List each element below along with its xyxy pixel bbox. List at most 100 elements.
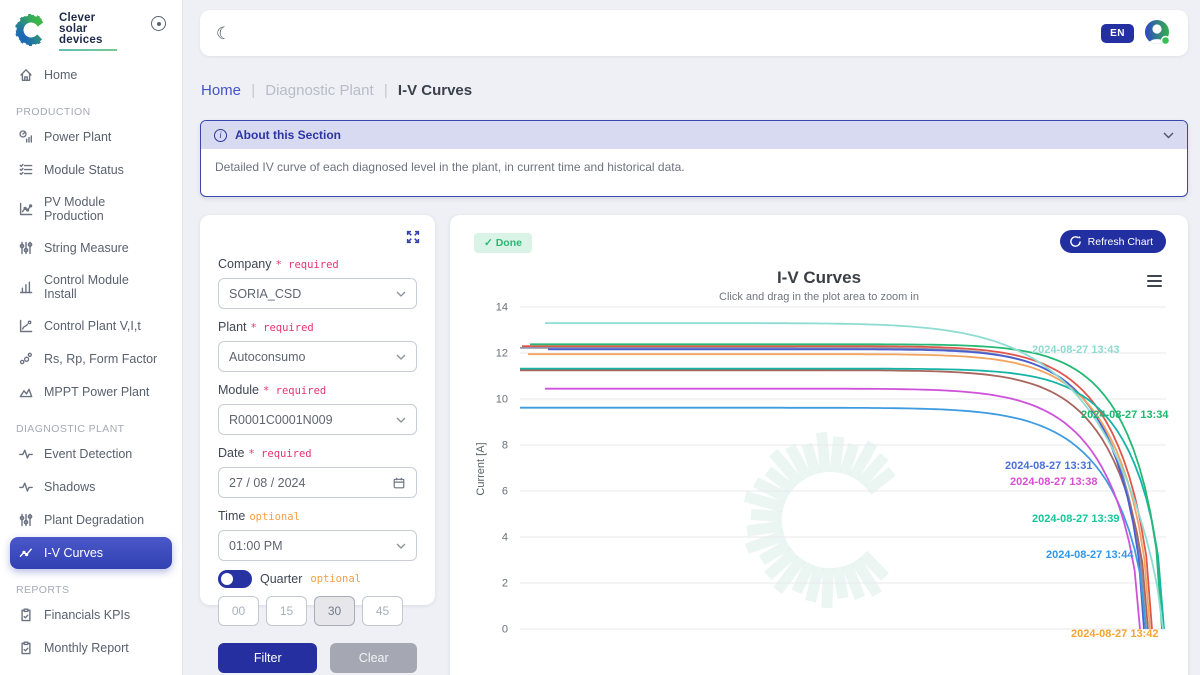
brand-logo: Clever solar devices (0, 0, 182, 53)
status-badge: ✓ Done (474, 233, 532, 253)
filter-button[interactable]: Filter (218, 643, 318, 673)
refresh-icon (1069, 235, 1081, 247)
sidebar-item-event-detection[interactable]: Event Detection (10, 438, 172, 470)
sidebar: Clever solar devices Home PRODUCTION Power… (0, 0, 183, 675)
series-line (545, 322, 1164, 630)
sidebar-collapse-icon[interactable] (151, 16, 166, 31)
bar-chart-icon (19, 281, 33, 294)
sidebar-item-power-plant[interactable]: Power Plant (10, 121, 172, 153)
series-line (520, 406, 1147, 630)
sidebar-item-string-measure[interactable]: String Measure (10, 232, 172, 264)
series-line (520, 367, 1165, 630)
chart-menu-icon[interactable] (1147, 275, 1162, 290)
y-tick-label: 2 (502, 578, 508, 590)
chevron-down-icon (396, 417, 406, 423)
sidebar-item-shadows[interactable]: Shadows (10, 471, 172, 503)
sidebar-item-financials-kpis[interactable]: Financials KPIs (10, 599, 172, 631)
quarter-option-30[interactable]: 30 (314, 596, 355, 626)
chart-panel: ✓ Done Refresh Chart I-V Curves Click an… (450, 215, 1188, 675)
series-line (548, 348, 1145, 630)
refresh-chart-button[interactable]: Refresh Chart (1059, 230, 1166, 253)
sidebar-item-mppt-power-plant[interactable]: MPPT Power Plant (10, 376, 172, 408)
sidebar-item-label: Control Plant V,I,t (44, 319, 141, 333)
breadcrumb-section: Diagnostic Plant (265, 82, 374, 99)
company-label: Company (218, 257, 272, 271)
series-label: 2024-08-27 13:31 (1005, 460, 1092, 472)
sidebar-item-home[interactable]: Home (10, 59, 172, 91)
series-label: 2024-08-27 13:38 (1010, 476, 1097, 488)
y-tick-label: 0 (502, 624, 508, 636)
nav-section-header: PRODUCTION (16, 106, 91, 118)
sidebar-item-label: String Measure (44, 241, 129, 255)
clipboard-icon (21, 608, 31, 622)
y-tick-label: 10 (496, 394, 508, 406)
about-section-body: Detailed IV curve of each diagnosed leve… (215, 160, 685, 174)
time-select[interactable]: 01:00 PM (218, 530, 417, 561)
nav-section-header: REPORTS (16, 584, 70, 596)
brand-line: solar (59, 23, 88, 35)
sidebar-item-label: I-V Curves (44, 546, 104, 560)
about-section-header[interactable]: i About this Section (201, 121, 1187, 149)
sidebar-nav: Home PRODUCTION Power Plant Module Status PV… (0, 53, 182, 675)
series-label: 2024-08-27 13:39 (1032, 513, 1119, 525)
sidebar-item-control-module-install[interactable]: Control Module Install (10, 265, 172, 309)
quarter-options: 00 15 30 45 (218, 596, 417, 626)
quarter-label: Quarter (260, 572, 303, 586)
sliders-icon (19, 513, 33, 527)
quarter-option-00[interactable]: 00 (218, 596, 259, 626)
module-label: Module (218, 383, 259, 397)
breadcrumb-home[interactable]: Home (201, 82, 242, 99)
breadcrumb-current: I-V Curves (397, 82, 473, 99)
plant-label: Plant (218, 320, 247, 334)
series-label: 2024-08-27 13:43 (1032, 344, 1119, 356)
module-select[interactable]: R0001C0001N009 (218, 404, 417, 435)
chevron-down-icon[interactable] (1163, 132, 1174, 139)
y-tick-label: 14 (496, 302, 508, 314)
series-line (528, 353, 1151, 630)
sidebar-item-control-plant-v-i-t[interactable]: Control Plant V,I,t (10, 310, 172, 342)
chart-dots-icon (19, 202, 33, 216)
sidebar-item-monthly-report[interactable]: Monthly Report (10, 632, 172, 664)
language-badge[interactable]: EN (1101, 23, 1134, 43)
sidebar-item-i-v-curves[interactable]: I-V Curves (10, 537, 172, 569)
clear-button[interactable]: Clear (330, 643, 417, 673)
sidebar-item-label: Monthly Report (44, 641, 129, 655)
sidebar-item-rs-rp-form-factor[interactable]: Rs, Rp, Form Factor (10, 343, 172, 375)
date-label: Date (218, 446, 245, 460)
sidebar-item-label: MPPT Power Plant (44, 385, 150, 399)
avatar[interactable] (1144, 19, 1172, 47)
series-label: 2024-08-27 13:42 (1071, 628, 1158, 640)
chevron-down-icon (396, 354, 406, 360)
sidebar-item-label: Plant Degradation (44, 513, 145, 527)
quarter-option-15[interactable]: 15 (266, 596, 307, 626)
dark-mode-moon-icon[interactable]: ☾ (216, 23, 232, 43)
time-label: Time (218, 509, 246, 523)
mountain-icon (19, 388, 33, 398)
sidebar-item-pv-module-production[interactable]: PV Module Production (10, 187, 172, 231)
company-select[interactable]: SORIA_CSD (218, 278, 417, 309)
quarter-option-45[interactable]: 45 (362, 596, 403, 626)
sidebar-item-label: Home (44, 68, 78, 82)
info-icon: i (214, 128, 227, 142)
quarter-toggle[interactable] (218, 570, 252, 588)
clever-logo-icon (15, 13, 44, 47)
sliders-icon (19, 241, 33, 255)
sidebar-item-module-status[interactable]: Module Status (10, 154, 172, 186)
chevron-down-icon (396, 291, 406, 297)
sidebar-item-label: Control Module Install (44, 273, 129, 301)
sidebar-item-label: Shadows (44, 480, 96, 494)
filter-panel: Company * required SORIA_CSD Plant * requi… (200, 215, 435, 673)
date-input[interactable]: 27 / 08 / 2024 (218, 467, 417, 498)
sidebar-item-label: Power Plant (44, 130, 112, 144)
series-line (530, 343, 1163, 630)
sidebar-item-label: Event Detection (44, 447, 133, 461)
fullscreen-expand-icon[interactable] (405, 229, 421, 245)
y-tick-label: 12 (496, 348, 508, 360)
series-line (522, 345, 1153, 630)
plant-select[interactable]: Autoconsumo (218, 341, 417, 372)
sidebar-item-label: PV Module Production (44, 195, 106, 223)
y-tick-label: 4 (502, 532, 508, 544)
sidebar-item-plant-degradation[interactable]: Plant Degradation (10, 504, 172, 536)
series-line (545, 387, 1141, 630)
